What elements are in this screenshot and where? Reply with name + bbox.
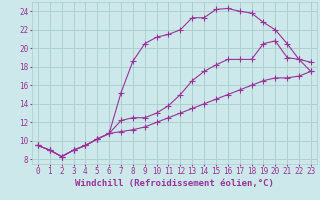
X-axis label: Windchill (Refroidissement éolien,°C): Windchill (Refroidissement éolien,°C) [75,179,274,188]
